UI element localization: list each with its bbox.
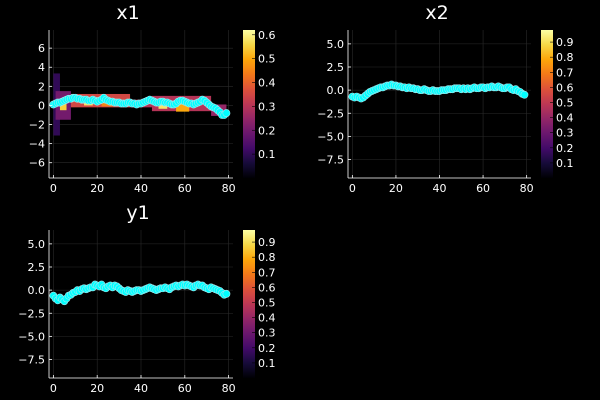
scatter-series-x2 bbox=[348, 80, 529, 103]
axes-x1: 0 20 40 60 80 −6 −4 −2 0 2 4 6 bbox=[29, 30, 236, 195]
subplot-title-x2: x2 bbox=[425, 2, 448, 24]
y-tick-label: 4 bbox=[38, 61, 45, 74]
y-tick-label: 0.0 bbox=[327, 84, 345, 97]
x-tick-label: 60 bbox=[178, 382, 192, 395]
colorbar-x2: 0.1 0.2 0.3 0.4 0.5 0.6 0.7 0.8 0.9 bbox=[541, 30, 574, 178]
colorbar-tick-label: 0.1 bbox=[258, 148, 276, 161]
colorbar-y1: 0.1 0.2 0.3 0.4 0.5 0.6 0.7 0.8 0.9 bbox=[243, 230, 276, 378]
colorbar-tick-label: 0.1 bbox=[556, 157, 574, 170]
colorbar-tick-label: 0.6 bbox=[258, 281, 276, 294]
scatter-series-y1 bbox=[49, 280, 231, 306]
x-tick-label: 20 bbox=[90, 382, 104, 395]
colorbar-tick-label: 0.2 bbox=[258, 124, 276, 137]
y-tick-label: −2 bbox=[29, 119, 45, 132]
colorbar-tick-label: 0.6 bbox=[258, 29, 276, 42]
y-tick-label: 5.0 bbox=[327, 38, 345, 51]
y-tick-label: 2.5 bbox=[28, 261, 46, 274]
colorbar-tick-label: 0.8 bbox=[556, 51, 574, 64]
subplot-title-y1: y1 bbox=[126, 202, 149, 224]
x-tick-label: 40 bbox=[134, 382, 148, 395]
y-tick-label: 0 bbox=[38, 99, 45, 112]
colorbar-tick-label: 0.5 bbox=[258, 296, 276, 309]
y-tick-label: −2.5 bbox=[317, 107, 344, 120]
x-tick-label: 20 bbox=[90, 182, 104, 195]
data-point bbox=[222, 289, 231, 298]
y-tick-label: −6 bbox=[29, 157, 45, 170]
grid-x2 bbox=[348, 30, 531, 178]
subplot-title-x1: x1 bbox=[116, 2, 139, 24]
colorbar-tick-label: 0.4 bbox=[556, 112, 574, 125]
y-tick-label: −7.5 bbox=[18, 354, 45, 367]
colorbar-tick-label: 0.7 bbox=[258, 266, 276, 279]
x-tick-label: 0 bbox=[50, 182, 57, 195]
y-tick-label: −4 bbox=[29, 138, 45, 151]
data-point bbox=[222, 109, 231, 117]
x-tick-label: 40 bbox=[134, 182, 148, 195]
y-tick-label: 2.5 bbox=[327, 61, 345, 74]
x-tick-label: 0 bbox=[50, 382, 57, 395]
colorbar-tick-label: 0.1 bbox=[258, 357, 276, 370]
colorbar-x1: 0.1 0.2 0.3 0.4 0.5 0.6 bbox=[243, 29, 276, 178]
y-tick-label: 6 bbox=[38, 42, 45, 55]
x-tick-label: 20 bbox=[389, 182, 403, 195]
scatter-series-x1 bbox=[49, 93, 231, 119]
colorbar-tick-label: 0.3 bbox=[258, 100, 276, 113]
y-tick-label: −5.0 bbox=[317, 130, 344, 143]
y-tick-label: −2.5 bbox=[18, 307, 45, 320]
colorbar-tick-label: 0.6 bbox=[556, 81, 574, 94]
colorbar-tick-label: 0.4 bbox=[258, 312, 276, 325]
y-tick-label: 5.0 bbox=[28, 238, 46, 251]
colorbar-tick-label: 0.9 bbox=[556, 36, 574, 49]
x-tick-label: 80 bbox=[222, 382, 236, 395]
subplot-y1: y1 0 20 40 60 80 −7.5 −5.0 −2.5 0.0 2.5 5.0 0.1 0.2… bbox=[18, 202, 275, 395]
x-tick-label: 60 bbox=[476, 182, 490, 195]
y-tick-label: −7.5 bbox=[317, 154, 344, 167]
colorbar-tick-label: 0.9 bbox=[258, 236, 276, 249]
y-tick-label: 2 bbox=[38, 80, 45, 93]
x-tick-label: 80 bbox=[222, 182, 236, 195]
x-tick-label: 40 bbox=[433, 182, 447, 195]
colorbar-tick-label: 0.3 bbox=[258, 327, 276, 340]
heatmap-cell bbox=[176, 103, 190, 112]
x-tick-label: 0 bbox=[349, 182, 356, 195]
y-tick-label: −5.0 bbox=[18, 330, 45, 343]
axes-x2: 0 20 40 60 80 −7.5 −5.0 −2.5 0.0 2.5 5.0 bbox=[317, 30, 534, 195]
colorbar-gradient bbox=[243, 30, 255, 178]
x-tick-label: 60 bbox=[178, 182, 192, 195]
axes-y1: 0 20 40 60 80 −7.5 −5.0 −2.5 0.0 2.5 5.0 bbox=[18, 230, 236, 395]
colorbar-gradient bbox=[243, 230, 255, 378]
colorbar-tick-label: 0.5 bbox=[556, 96, 574, 109]
colorbar-tick-label: 0.7 bbox=[556, 66, 574, 79]
subplot-x2: x2 0 20 40 60 80 −7.5 −5.0 −2.5 0.0 2.5 5.0 0.1 0.2… bbox=[317, 2, 573, 195]
y-tick-label: 0.0 bbox=[28, 284, 46, 297]
colorbar-tick-label: 0.8 bbox=[258, 251, 276, 264]
colorbar-tick-label: 0.2 bbox=[258, 342, 276, 355]
x-tick-label: 80 bbox=[520, 182, 534, 195]
colorbar-gradient bbox=[541, 30, 553, 178]
colorbar-tick-label: 0.3 bbox=[556, 127, 574, 140]
colorbar-tick-label: 0.2 bbox=[556, 142, 574, 155]
colorbar-tick-label: 0.4 bbox=[258, 77, 276, 90]
data-point bbox=[520, 90, 529, 99]
colorbar-tick-label: 0.5 bbox=[258, 53, 276, 66]
